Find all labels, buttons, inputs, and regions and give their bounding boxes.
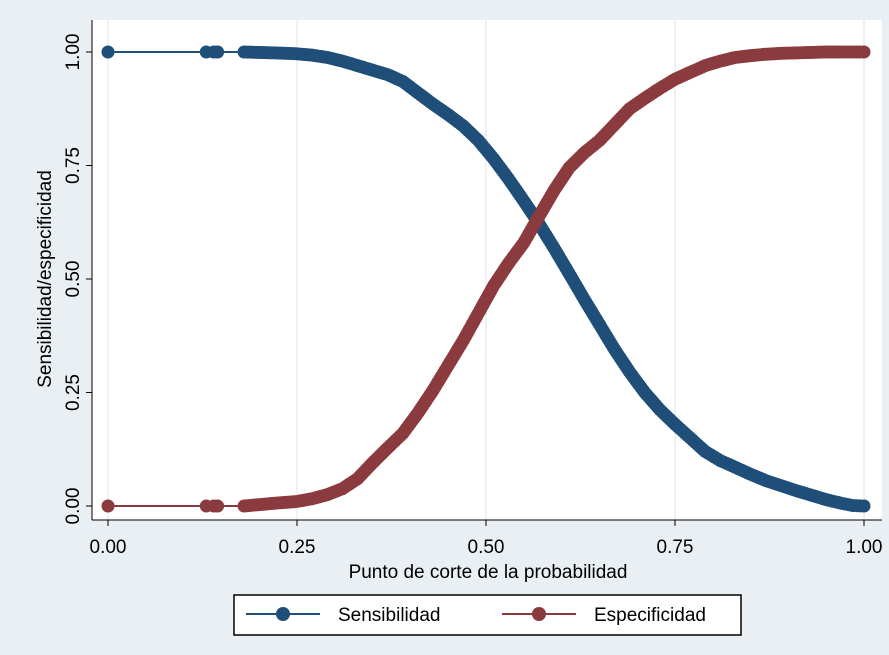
y-axis-title: Sensibilidad/especificidad (35, 170, 56, 388)
x-tick-label: 0.00 (90, 537, 127, 558)
legend-marker-sensibilidad (276, 607, 290, 621)
legend: Sensibilidad Especificidad (233, 594, 742, 636)
x-axis-title: Punto de corte de la probabilidad (349, 562, 628, 583)
legend-marker-especificidad (532, 607, 546, 621)
data-point (101, 499, 115, 513)
y-tick-label: 0.75 (63, 147, 84, 184)
plot-area (92, 20, 882, 520)
series-sensibilidad (101, 45, 871, 513)
data-point (211, 499, 225, 513)
y-tick-label: 0.50 (63, 261, 84, 298)
data-point (857, 45, 871, 59)
x-tick-label: 1.00 (846, 537, 883, 558)
series-especificidad (101, 45, 871, 513)
series-layer (101, 45, 871, 513)
y-tick-label: 0.25 (63, 374, 84, 411)
axes: 0.00 0.25 0.50 0.75 1.00 0.00 0.25 0.50 0.75 1.00 (63, 20, 882, 558)
data-point (211, 45, 225, 59)
x-tick-label: 0.25 (279, 537, 316, 558)
grid-lines (107, 20, 865, 520)
x-tick-label: 0.50 (468, 537, 505, 558)
y-tick-label: 1.00 (63, 34, 84, 71)
legend-label-sensibilidad: Sensibilidad (338, 605, 440, 626)
data-point (857, 499, 871, 513)
legend-label-especificidad: Especificidad (594, 605, 706, 626)
x-tick-label: 0.75 (657, 537, 694, 558)
data-point (101, 45, 115, 59)
y-tick-label: 0.00 (63, 488, 84, 525)
